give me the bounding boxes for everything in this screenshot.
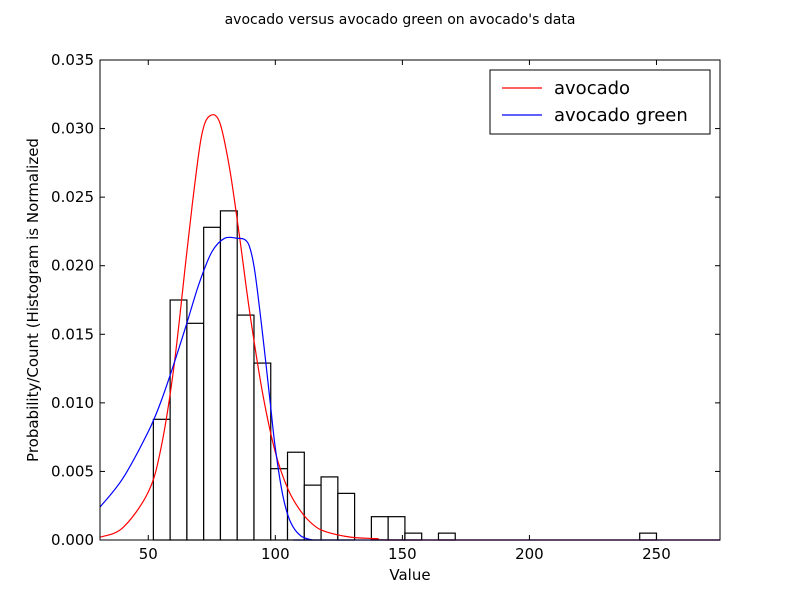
x-tick-label: 200 (515, 545, 544, 563)
y-tick-label: 0.010 (51, 394, 94, 412)
x-tick-label: 100 (261, 545, 290, 563)
legend-label-avocado: avocado (554, 78, 630, 99)
x-tick-label: 150 (388, 545, 417, 563)
histogram-bar (303, 484, 322, 541)
y-tick-label: 0.000 (51, 531, 94, 549)
histogram-bar (337, 492, 356, 541)
x-tick-label: 250 (642, 545, 671, 563)
histogram-bar (404, 532, 423, 541)
x-tick-label: 50 (139, 545, 158, 563)
histogram-bar (203, 226, 222, 541)
histogram-bar (169, 299, 188, 541)
histogram-bar (152, 418, 171, 541)
histogram-bar (639, 532, 658, 541)
x-axis-label: Value (389, 566, 430, 584)
y-tick-label: 0.025 (51, 188, 94, 206)
y-axis-label: Probability/Count (Histogram is Normaliz… (24, 138, 42, 462)
histogram-bar (370, 516, 389, 541)
legend-label-avocado-green: avocado green (554, 105, 688, 126)
histogram-bar (236, 314, 255, 541)
chart-title: avocado versus avocado green on avocado'… (225, 12, 576, 28)
histogram-bar (219, 210, 238, 541)
y-tick-label: 0.005 (51, 462, 94, 480)
y-tick-label: 0.015 (51, 325, 94, 343)
y-tick-label: 0.030 (51, 120, 94, 138)
y-tick-label: 0.020 (51, 257, 94, 275)
series-line-avocado (99, 114, 720, 541)
y-tick-label: 0.035 (51, 51, 94, 69)
plot-frame (99, 59, 721, 541)
histogram-bar (437, 532, 456, 541)
legend-frame (489, 69, 711, 135)
legend: avocado avocado green (489, 69, 711, 135)
x-axis-ticks: 50 100 150 200 250 (139, 60, 671, 563)
histogram-bar (286, 451, 305, 541)
y-axis-ticks: 0.000 0.005 0.010 0.015 0.020 0.025 0.030 0.035 (51, 51, 720, 549)
histogram-bar (186, 322, 205, 541)
histogram-bars (152, 210, 658, 541)
